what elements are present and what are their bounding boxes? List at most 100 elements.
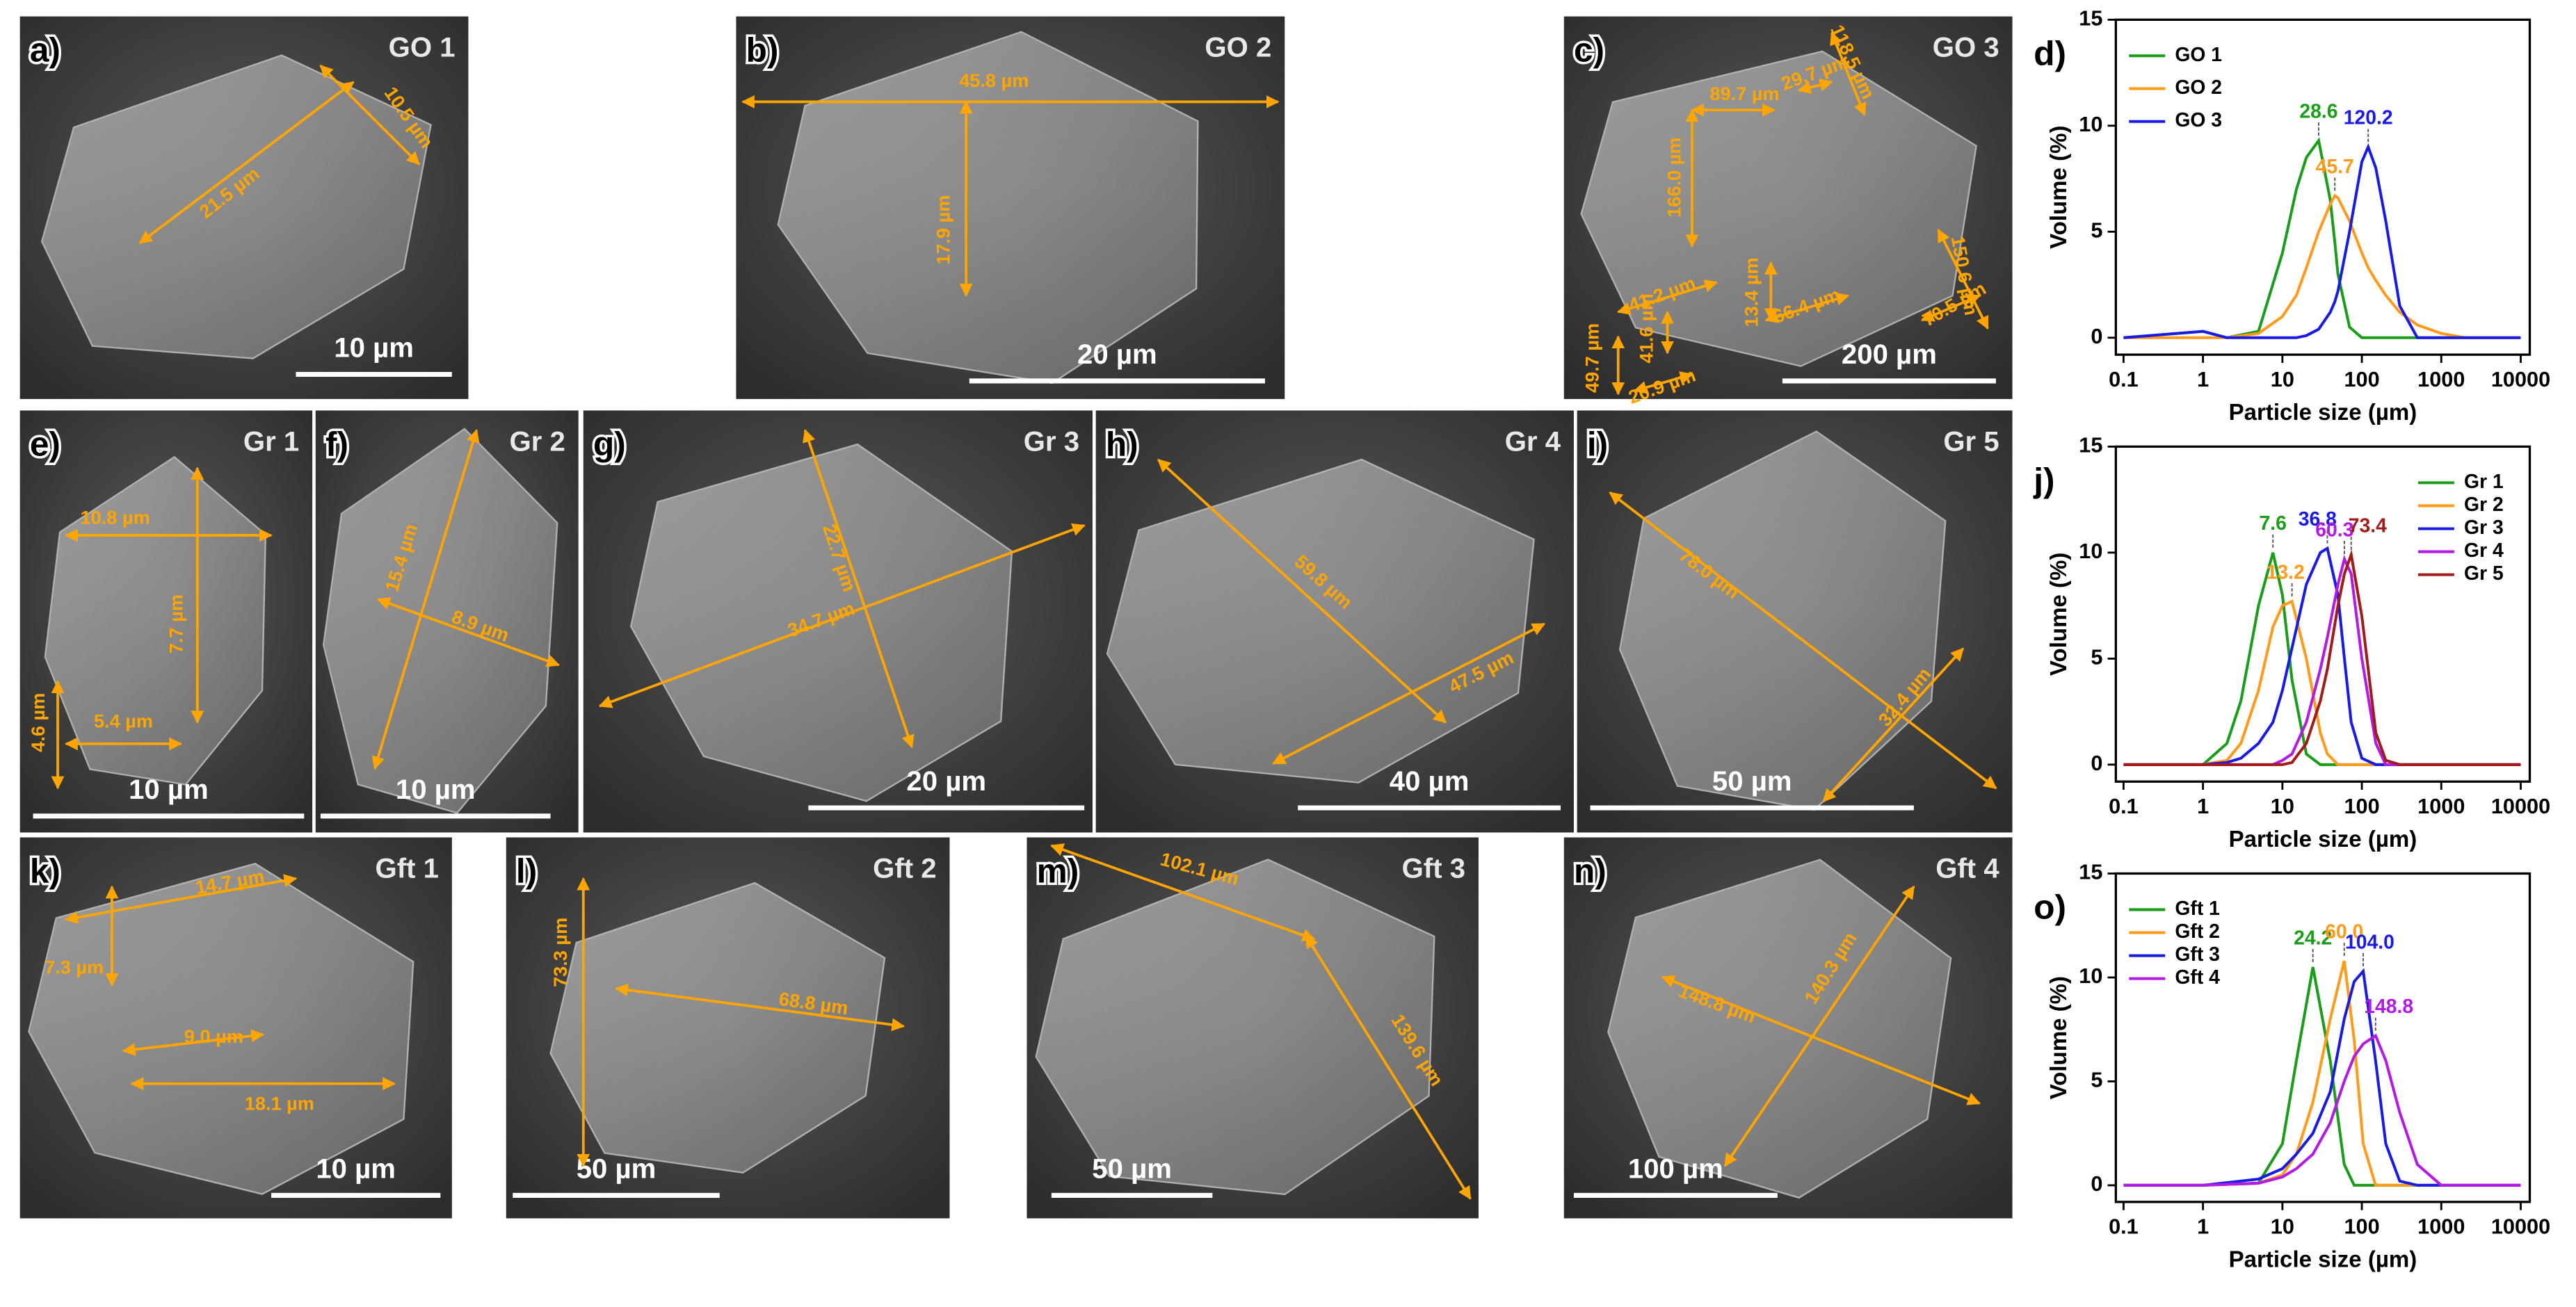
panel-label: m): [1037, 852, 1079, 891]
y-tick-label: 10: [2079, 964, 2102, 988]
measure-arrow: [1616, 279, 1718, 315]
measure-arrow: [1822, 647, 1965, 802]
measure-arrow: [598, 523, 1086, 708]
measure-arrow: [1920, 294, 1981, 322]
measure-label: 49.7 µm: [1581, 323, 1602, 393]
measure-label: 10.8 µm: [81, 507, 150, 528]
sample-name: Gft 4: [1935, 852, 1999, 884]
series-line: [2123, 599, 2521, 766]
x-tick-label: 100: [2344, 794, 2379, 818]
chart-label: o): [2034, 888, 2066, 927]
peak-label: 60.3: [2315, 519, 2353, 541]
measure-arrow: [376, 596, 561, 667]
scale-bar-label: 20 µm: [1077, 339, 1157, 370]
measure-arrow: [1764, 292, 1850, 323]
scale-bar-label: 50 µm: [1092, 1153, 1172, 1185]
panel-label: i): [1587, 425, 1608, 464]
x-tick-label: 0.1: [2109, 367, 2139, 391]
legend-label: GO 1: [2175, 44, 2222, 66]
scale-bar-label: 50 µm: [1712, 765, 1792, 797]
peak-label: 120.2: [2344, 107, 2393, 129]
measure-arrow: [615, 983, 905, 1032]
measure-label: 9.0 µm: [184, 1025, 243, 1047]
x-axis-title: Particle size (µm): [2229, 400, 2417, 425]
measure-arrow: [1272, 622, 1546, 765]
measure-arrow: [1830, 31, 1867, 117]
measure-arrow: [138, 81, 355, 245]
x-tick-label: 1: [2197, 794, 2209, 818]
x-tick-label: 10000: [2491, 1215, 2550, 1239]
panel-label: g): [593, 425, 626, 464]
panel-label: b): [746, 31, 779, 70]
chart-label: d): [2034, 33, 2066, 72]
x-tick-label: 1000: [2417, 367, 2465, 391]
series-line: [2123, 546, 2521, 766]
panel-label: k): [30, 852, 61, 891]
x-tick-label: 0.1: [2109, 794, 2139, 818]
plot-frame: [2114, 445, 2531, 783]
legend-label: Gft 2: [2175, 920, 2220, 943]
legend-label: Gr 3: [2464, 517, 2504, 539]
scale-bar-label: 100 µm: [1628, 1153, 1723, 1185]
x-tick-label: 10: [2271, 367, 2294, 391]
panel-label: h): [1106, 425, 1138, 464]
sample-name: Gft 2: [873, 852, 936, 884]
y-tick-label: 0: [2091, 324, 2102, 348]
panel-label: n): [1574, 852, 1607, 891]
series-line: [2123, 193, 2521, 339]
sample-name: Gr 5: [1943, 425, 1999, 457]
scale-bar-label: 10 µm: [334, 332, 414, 364]
measure-arrow: [319, 65, 420, 165]
y-tick-label: 5: [2091, 218, 2102, 242]
legend-label: GO 3: [2175, 109, 2222, 131]
series-line: [2123, 549, 2521, 766]
sample-name: Gft 3: [1402, 852, 1465, 884]
series-line: [2123, 1033, 2521, 1187]
peak-label: 28.6: [2299, 100, 2337, 122]
measure-arrow: [1797, 79, 1833, 94]
series-line: [2123, 966, 2521, 1187]
measure-label: 45.8 µm: [959, 70, 1029, 91]
peak-label: 73.4: [2349, 514, 2387, 537]
peak-label: 60.0: [2325, 920, 2363, 943]
scale-bar-label: 10 µm: [316, 1153, 396, 1185]
sample-name: Gr 3: [1024, 425, 1079, 457]
x-axis-title: Particle size (µm): [2229, 827, 2417, 852]
panel-label: l): [516, 852, 537, 891]
x-tick-label: 1: [2197, 367, 2209, 391]
measure-label: 41.6 µm: [1635, 293, 1657, 363]
sample-name: GO 3: [1933, 31, 1999, 63]
measure-arrow: [122, 1029, 265, 1056]
measure-arrow: [1305, 934, 1472, 1200]
sample-name: GO 1: [389, 31, 456, 63]
sample-name: GO 2: [1205, 31, 1271, 63]
measure-arrow: [64, 874, 298, 924]
y-tick-label: 10: [2079, 112, 2102, 136]
panel-label: e): [30, 425, 61, 464]
peak-label: 45.7: [2316, 156, 2354, 178]
y-axis-title: Volume (%): [2046, 976, 2072, 1099]
measure-label: 73.3 µm: [549, 918, 571, 987]
legend-label: Gr 5: [2464, 562, 2504, 585]
peak-label: 24.2: [2294, 927, 2332, 949]
measure-label: 18.1 µm: [245, 1093, 314, 1114]
measure-label: 13.4 µm: [1741, 257, 1762, 327]
flake: [777, 31, 1199, 384]
panel-label: a): [30, 31, 61, 70]
legend-label: Gr 2: [2464, 494, 2504, 516]
legend-label: GO 2: [2175, 76, 2222, 99]
legend-label: Gr 4: [2464, 539, 2504, 562]
y-tick-label: 5: [2091, 644, 2102, 669]
peak-label: 148.8: [2364, 996, 2413, 1018]
x-tick-label: 10000: [2491, 794, 2550, 818]
plot-frame: [2114, 18, 2531, 356]
sample-name: Gr 4: [1505, 425, 1561, 457]
plot-frame: [2114, 872, 2531, 1203]
series-line: [2123, 143, 2521, 339]
measure-label: 17.9 µm: [933, 195, 954, 265]
x-tick-label: 100: [2344, 367, 2379, 391]
measure-label: 7.3 µm: [45, 957, 104, 978]
x-tick-label: 1000: [2417, 794, 2465, 818]
peak-label: 13.2: [2267, 561, 2305, 583]
